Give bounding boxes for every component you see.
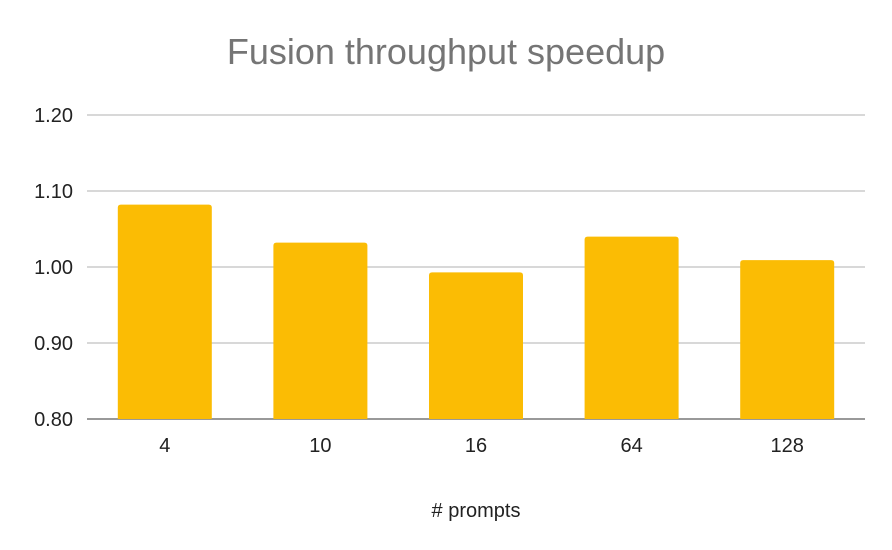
- x-tick-label: 4: [159, 435, 170, 457]
- bar-16: [429, 272, 523, 419]
- y-tick-label: 1.00: [34, 257, 73, 279]
- y-tick-label: 0.80: [34, 409, 73, 431]
- chart-title: Fusion throughput speedup: [227, 31, 665, 72]
- x-tick-label: 10: [309, 435, 331, 457]
- x-tick-label: 64: [620, 435, 642, 457]
- x-tick-label: 128: [771, 435, 804, 457]
- bar-128: [740, 260, 835, 419]
- bar-64: [584, 236, 679, 419]
- y-tick-label: 1.20: [34, 105, 73, 127]
- y-tick-label: 1.10: [34, 181, 73, 203]
- x-tick-label: 16: [465, 435, 487, 457]
- y-tick-label: 0.90: [34, 333, 73, 355]
- x-axis-label: # prompts: [432, 500, 521, 522]
- bar-4: [117, 204, 212, 419]
- bar-10: [273, 242, 368, 419]
